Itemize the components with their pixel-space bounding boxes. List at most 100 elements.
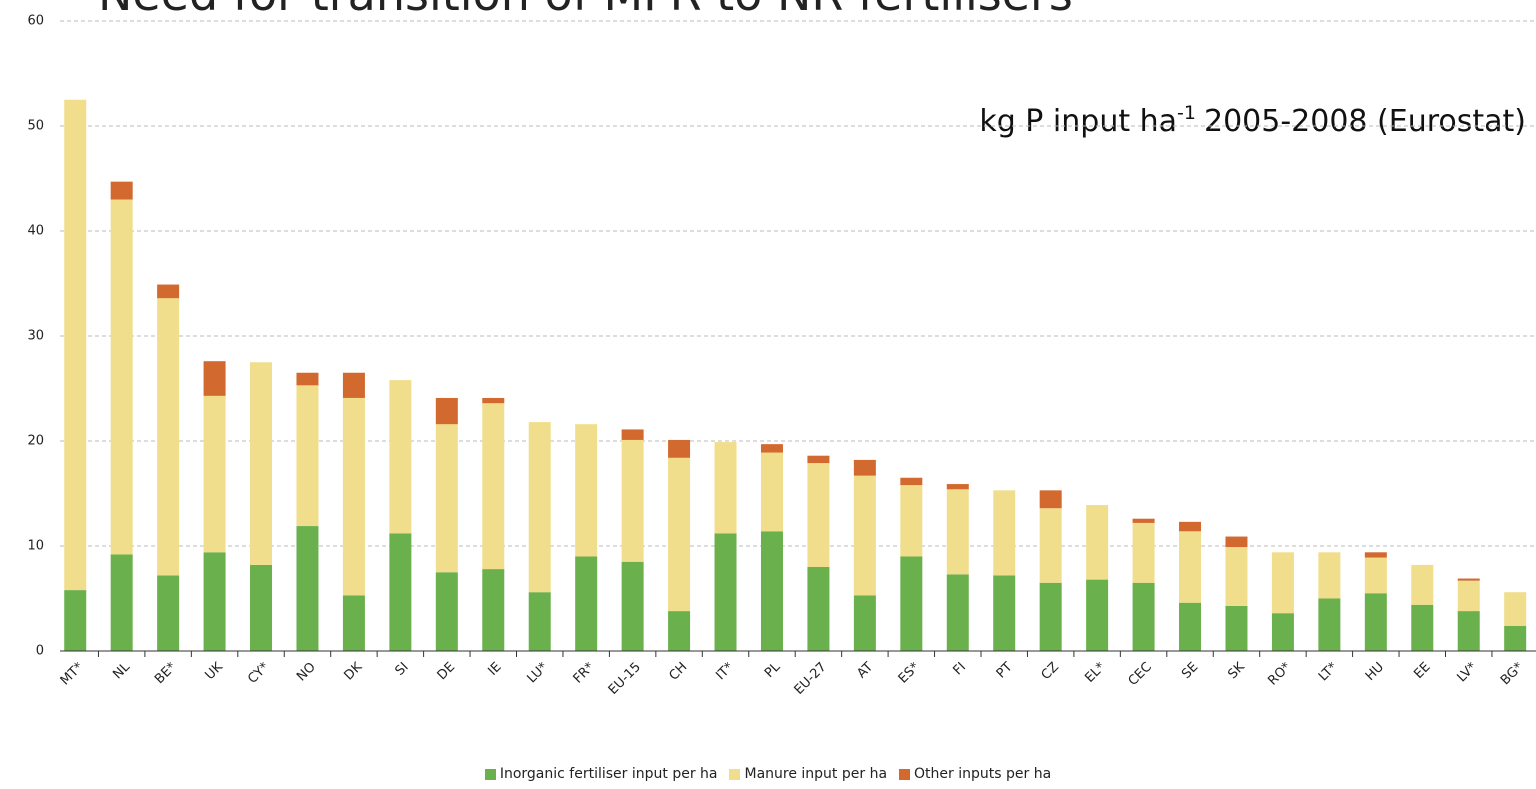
bar-segment (482, 397, 505, 404)
bar-segment (435, 572, 458, 651)
bar-segment (621, 561, 644, 651)
x-tick-label: IE (485, 660, 504, 679)
bar-segment (807, 463, 830, 567)
bar-segment (575, 424, 598, 557)
x-tick-label: NO (294, 660, 319, 685)
legend-label: Inorganic fertiliser input per ha (499, 766, 718, 782)
bar-segment (946, 484, 969, 490)
bar-segment (1504, 625, 1527, 651)
x-tick-label: FI (950, 660, 969, 679)
bar-segment (482, 403, 505, 570)
y-tick-label: 20 (27, 434, 44, 449)
bar-segment (1364, 593, 1387, 651)
legend-label: Other inputs per ha (914, 766, 1052, 782)
bar-segment (668, 439, 691, 458)
bar-segment (993, 575, 1016, 651)
x-tick-label: DE (435, 660, 459, 684)
bar-segment (575, 556, 598, 651)
bar-segment (1225, 547, 1248, 606)
bar-segment (250, 564, 273, 651)
x-tick-label: PT (994, 660, 1016, 682)
x-tick-label: LT* (1316, 659, 1341, 684)
bar-segment (900, 477, 923, 486)
bar-segment (714, 533, 737, 651)
legend: Inorganic fertiliser input per ha Manure … (0, 766, 1536, 782)
x-tick-label: CY* (245, 659, 272, 686)
annotation-superscript: -1 (1177, 102, 1196, 124)
bar-segment (993, 490, 1016, 576)
bar-segment (714, 442, 737, 534)
bar-segment (203, 552, 226, 651)
x-tick-label: SI (393, 660, 412, 679)
bar-segment (760, 531, 783, 651)
bar-segment (1132, 522, 1155, 583)
bar-segment (1039, 508, 1062, 583)
bar-segment (157, 284, 180, 299)
bar-segment (1039, 490, 1062, 509)
bar-segment (110, 199, 133, 555)
bar-segment (296, 385, 319, 527)
legend-swatch (899, 768, 911, 780)
x-tick-label: RO* (1265, 659, 1294, 688)
legend-item: Manure input per ha (729, 766, 887, 782)
bar-segment (1457, 578, 1480, 581)
x-tick-label: SE (1179, 660, 1201, 682)
bar-segment (853, 459, 876, 476)
y-tick-label: 60 (27, 14, 44, 29)
bar-segment (760, 444, 783, 453)
legend-swatch (484, 768, 496, 780)
bar-segment (1271, 552, 1294, 614)
x-tick-label: BE* (152, 659, 180, 687)
x-tick-label: UK (203, 659, 227, 683)
bar-segment (1132, 518, 1155, 523)
x-tick-label: CZ (1039, 660, 1062, 683)
bar-segment (482, 569, 505, 651)
bar-segment (157, 575, 180, 651)
legend-label: Manure input per ha (744, 766, 888, 782)
x-tick-label: HU (1363, 660, 1387, 684)
bar-segment (1271, 613, 1294, 651)
bar-segment (900, 485, 923, 557)
bar-segment (342, 372, 365, 398)
bar-segment (435, 424, 458, 573)
bar-segment (435, 397, 458, 425)
bar-segment (250, 362, 273, 565)
bar-segment (203, 361, 226, 396)
x-tick-label: DK (342, 659, 366, 683)
bar-segment (1179, 521, 1202, 532)
bar-segment (900, 556, 923, 651)
bar-segment (64, 99, 87, 591)
y-tick-label: 10 (27, 539, 44, 554)
bar-segment (110, 181, 133, 200)
bar-segment (1179, 531, 1202, 603)
bar-segment (668, 457, 691, 612)
bar-segment (1318, 598, 1341, 651)
annotation: kg P input ha-1 2005-2008 (Eurostat) (979, 102, 1526, 139)
x-tick-label: ES* (896, 659, 923, 686)
x-tick-label: EL* (1082, 659, 1108, 685)
annotation-text: kg P input ha (979, 104, 1177, 139)
x-tick-label: PL (762, 659, 784, 681)
x-tick-label: EE (1411, 660, 1433, 682)
bar-segment (1179, 602, 1202, 651)
annotation-suffix: 2005-2008 (Eurostat) (1204, 104, 1526, 139)
x-tick-label: NL (110, 659, 133, 682)
bar-segment (528, 422, 551, 593)
bar-segment (203, 395, 226, 553)
bar-segment (110, 554, 133, 651)
y-tick-label: 50 (27, 119, 44, 134)
bar-segment (668, 611, 691, 651)
bar-segment (342, 595, 365, 651)
legend-item: Other inputs per ha (899, 766, 1051, 782)
bar-segment (621, 429, 644, 440)
bar-segment (946, 489, 969, 575)
bar-segment (296, 372, 319, 386)
bar-segment (389, 380, 412, 534)
bar-segment (1086, 505, 1109, 580)
bar-segment (528, 592, 551, 651)
bar-segment (621, 439, 644, 562)
bar-segment (853, 475, 876, 596)
bar-segment (1039, 582, 1062, 651)
y-tick-label: 40 (27, 224, 44, 239)
